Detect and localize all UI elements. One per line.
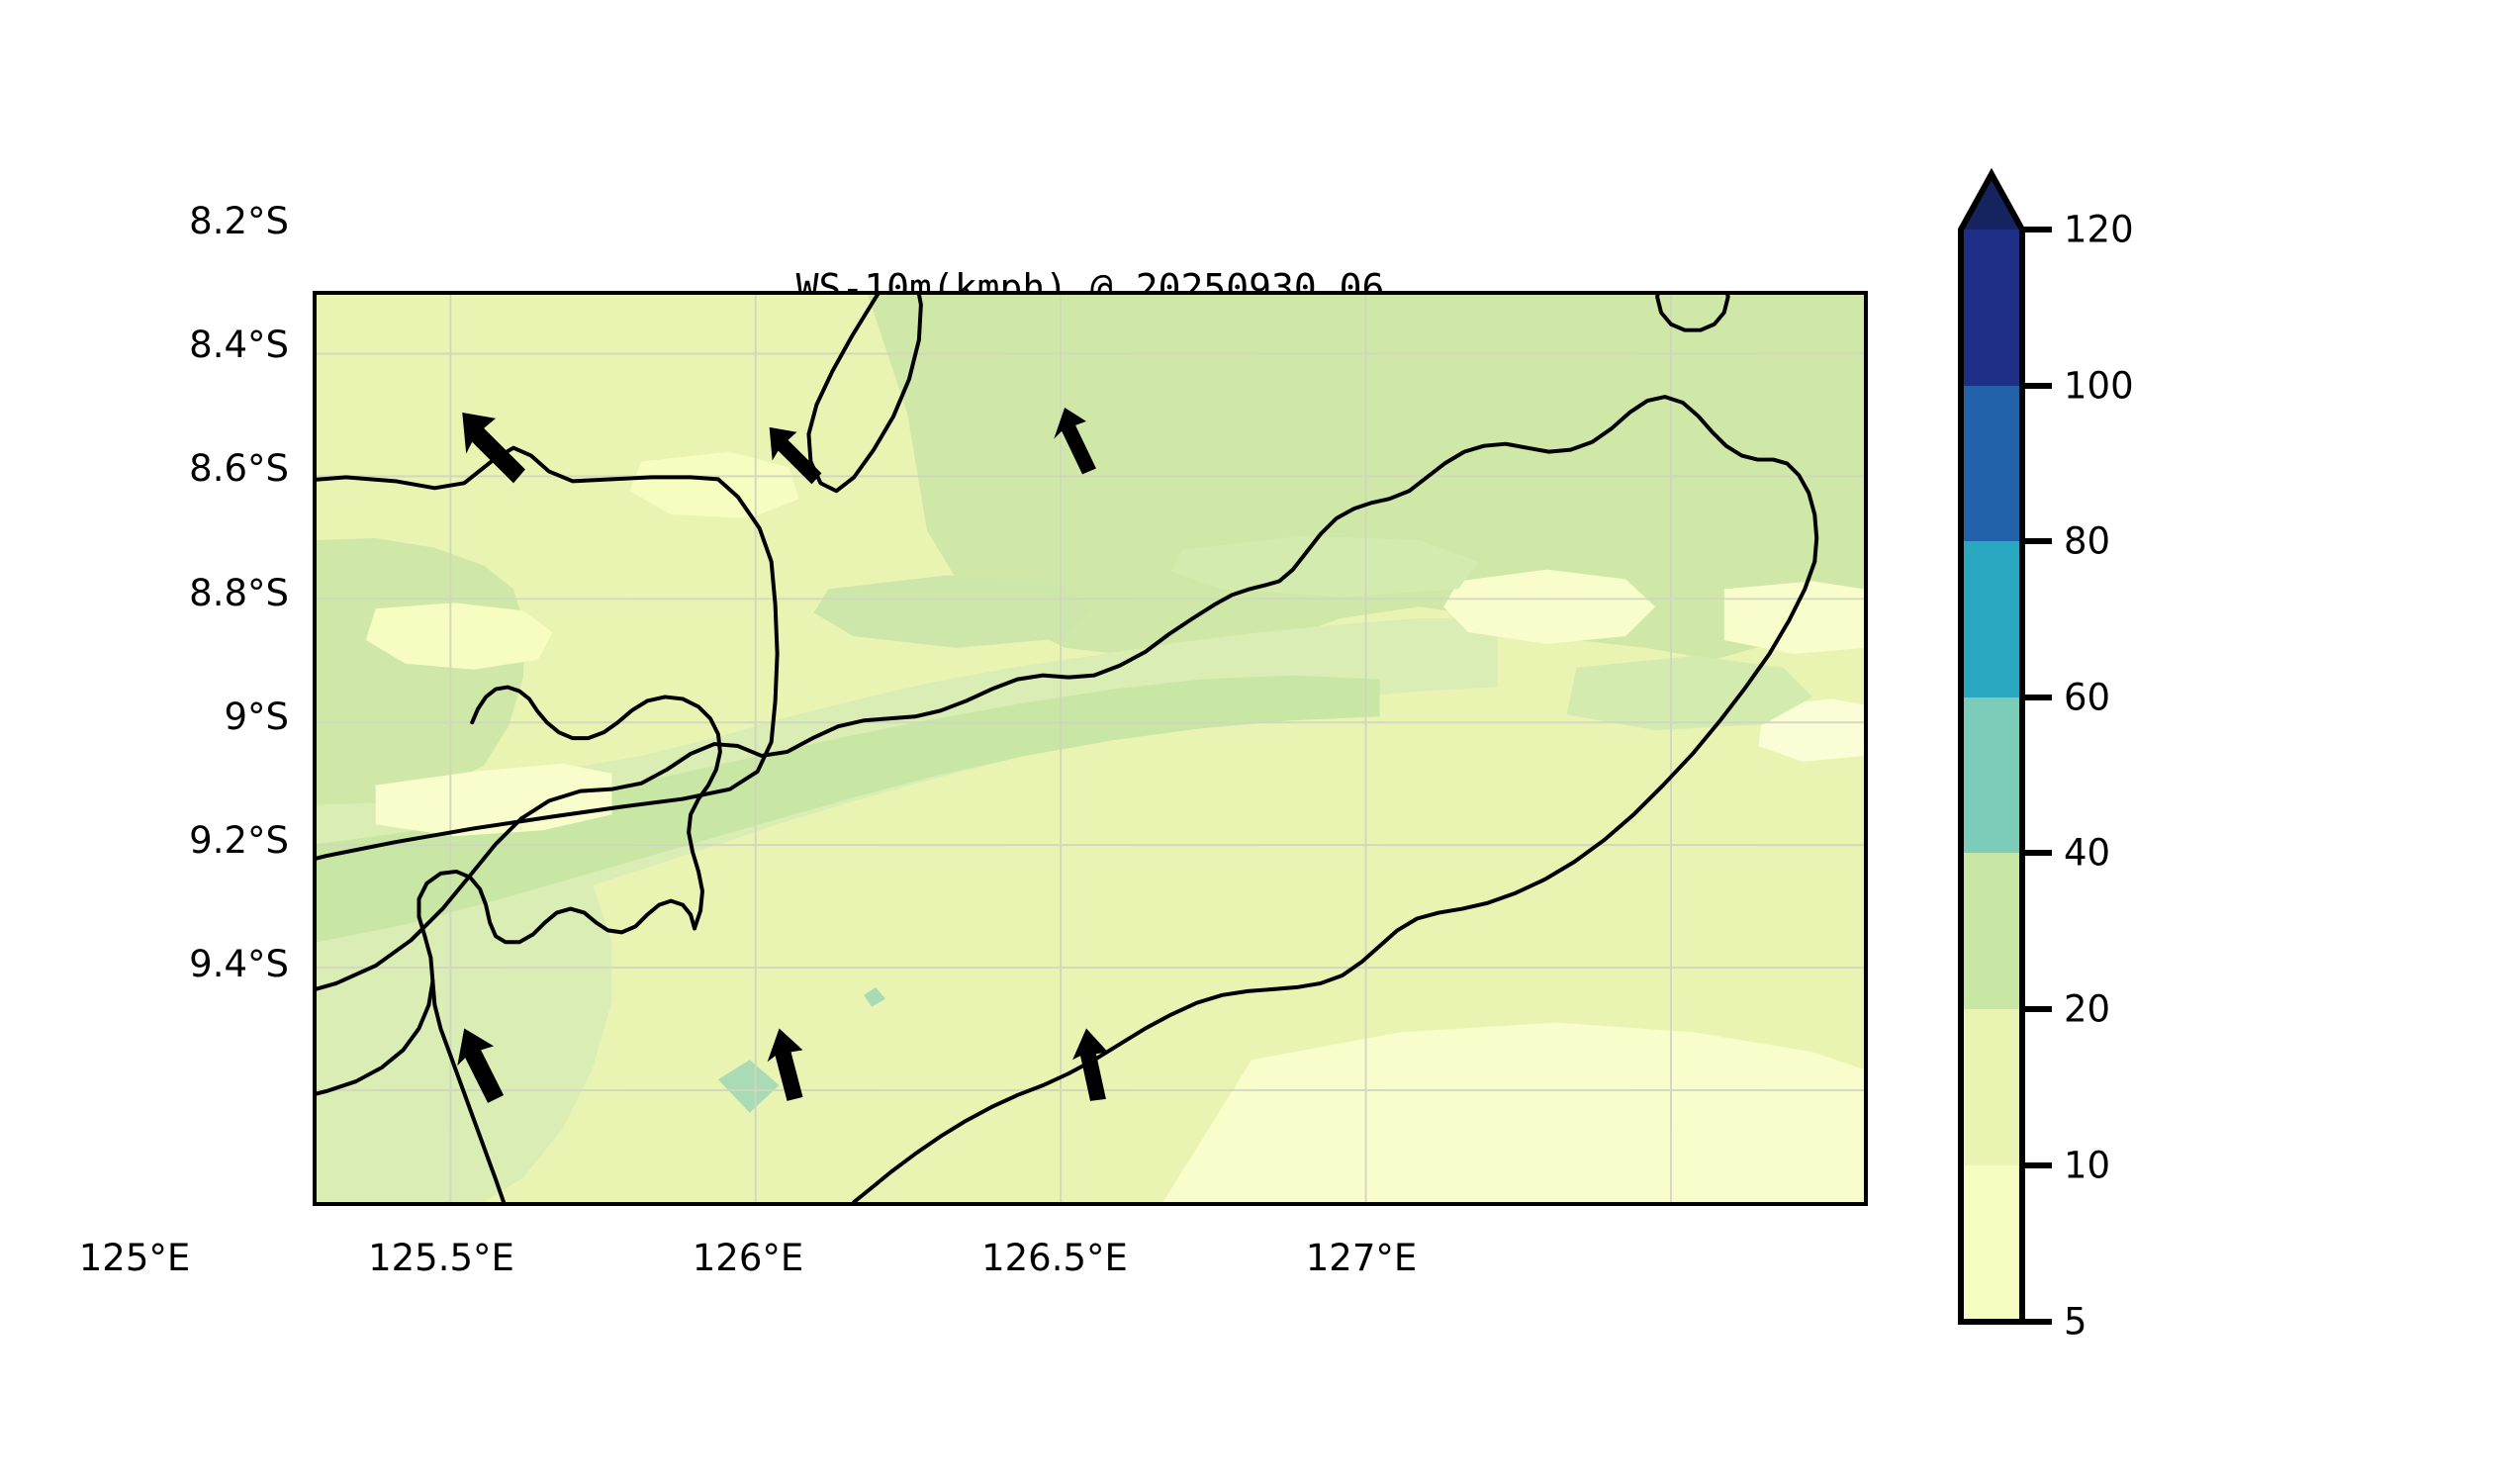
coastline-southwest-lobe — [317, 869, 697, 1096]
colorbar-band-40-60 — [1961, 697, 2022, 853]
colorbar-band-80-100 — [1961, 386, 2022, 541]
contour-patch-mid-c — [813, 575, 1094, 648]
colorbar-band-60-80 — [1961, 541, 2022, 697]
contour-pocket-light-f — [1723, 581, 1864, 654]
ytick-label-5: 9.2°S — [189, 819, 289, 862]
contour-pocket-light-e — [1443, 569, 1656, 644]
xtick-label-3: 126.5°E — [981, 1237, 1128, 1279]
colorbar-ticks — [2022, 227, 2052, 1325]
colorbar-label-60: 60 — [2064, 676, 2111, 719]
wind-arrow-3 — [1054, 408, 1096, 475]
coastline-island-northeast — [1655, 295, 1730, 332]
colorbar-band-100-120 — [1961, 230, 2022, 386]
map-plot-area[interactable] — [313, 291, 1868, 1206]
map-vector-layer — [317, 295, 1864, 1202]
wind-arrow-2 — [769, 426, 822, 485]
colorbar-label-5: 5 — [2064, 1300, 2087, 1344]
colorbar-label-40: 40 — [2064, 831, 2111, 875]
map-canvas — [317, 295, 1864, 1202]
colorbar-label-20: 20 — [2064, 987, 2111, 1031]
contour-speck-a — [717, 1060, 780, 1113]
contour-band-20-40-west-upper — [317, 537, 525, 805]
ytick-label-3: 8.8°S — [189, 572, 289, 614]
colorbar-band-20-40 — [1961, 853, 2022, 1009]
contour-speck-b — [864, 986, 886, 1007]
colorbar-label-80: 80 — [2064, 519, 2111, 563]
colorbar-label-100: 100 — [2064, 364, 2134, 408]
ytick-label-1: 8.4°S — [189, 324, 289, 366]
coastline-timor-north — [317, 395, 1819, 991]
map-gridlines — [317, 295, 1864, 1202]
ytick-label-6: 9.4°S — [189, 943, 289, 985]
colorbar-outline — [1958, 167, 2025, 1325]
contour-patch-mid-a — [1170, 535, 1478, 598]
colorbar-label-120: 120 — [2064, 208, 2134, 251]
coastline-southwest-tail — [430, 978, 507, 1202]
colorbar-band-10-20 — [1961, 1009, 2022, 1165]
xtick-label-1: 125.5°E — [368, 1237, 514, 1279]
xtick-label-4: 127°E — [1305, 1237, 1418, 1279]
wind-arrow-1 — [462, 412, 525, 484]
contour-pocket-light-g — [1758, 698, 1864, 762]
contour-pocket-light-a — [365, 603, 553, 670]
contour-patch-mid-b — [1566, 655, 1813, 731]
coastline-layer — [317, 295, 1819, 1202]
colorbar-vector — [1958, 167, 2052, 1325]
coastline-timor-east — [852, 559, 1817, 1202]
coastline-island-atauro — [806, 295, 923, 494]
wind-arrow-4 — [457, 1028, 505, 1103]
ytick-label-4: 9°S — [224, 696, 289, 738]
xtick-label-0: 125°E — [78, 1237, 191, 1279]
wind-arrow-6 — [1072, 1028, 1108, 1101]
colorbar[interactable] — [1958, 167, 2052, 1325]
coastline-northwest-block — [317, 445, 780, 861]
colorbar-extend-arrow — [1961, 174, 2022, 230]
colorbar-label-10: 10 — [2064, 1144, 2111, 1187]
coastline-southwest-bay — [470, 685, 722, 931]
xtick-label-2: 126°E — [692, 1237, 804, 1279]
wind-arrow-5 — [767, 1028, 803, 1101]
ytick-label-0: 8.2°S — [189, 200, 289, 242]
contour-pocket-light-c — [1162, 1022, 1864, 1202]
contour-pocket-light-b — [629, 451, 799, 519]
colorbar-band-5-10 — [1961, 1165, 2022, 1322]
wind-vectors-layer — [457, 408, 1108, 1103]
ytick-label-2: 8.6°S — [189, 447, 289, 490]
